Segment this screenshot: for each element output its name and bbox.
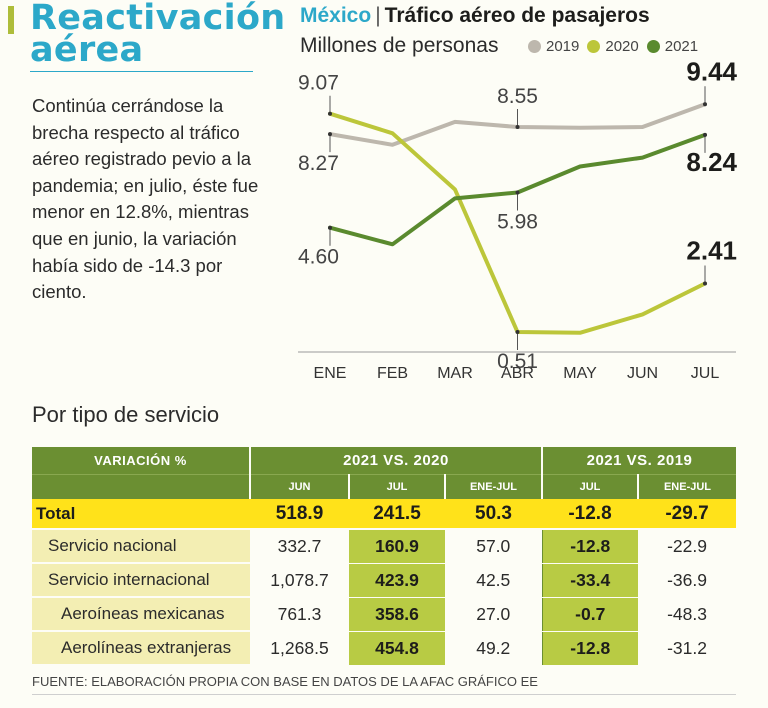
x-tick-label: FEB <box>377 365 408 382</box>
x-tick-label: ENE <box>314 365 347 382</box>
data-point-marker <box>703 102 707 107</box>
x-tick-label: JUL <box>691 365 720 382</box>
legend-dot-2021 <box>646 40 660 53</box>
summary-text: Continúa cerrándose la brecha respecto a… <box>32 95 259 303</box>
headline-rule <box>30 71 253 72</box>
legend-label-2019: 2019 <box>546 38 580 55</box>
chart-header-separator: | <box>375 4 381 27</box>
row-label: Aeroíneas mexicanas <box>32 597 250 632</box>
table-row-total: Total 518.9 241.5 50.3 -12.8 -29.7 <box>32 499 737 530</box>
table-row: Servicio nacional 332.7 160.9 57.0 -12.8… <box>32 529 737 564</box>
headline-accent-bar <box>8 6 14 34</box>
section-title: Por tipo de servicio <box>32 402 220 427</box>
data-point-marker <box>515 190 520 195</box>
table-cell: -33.4 <box>542 563 638 598</box>
data-label: 8.27 <box>298 152 339 175</box>
data-label: 4.60 <box>298 246 339 269</box>
subheader-jul: JUL <box>349 474 446 499</box>
row-label: Servicio internacional <box>32 563 250 598</box>
chart-title: Tráfico aéreo de pasajeros <box>384 4 650 27</box>
chart-subtitle: Millones de personas <box>300 34 499 57</box>
source-note: FUENTE: ELABORACIÓN PROPIA CON BASE EN D… <box>32 674 538 689</box>
subheader-jul-2019: JUL <box>542 474 639 499</box>
table-cell: -31.2 <box>638 631 737 666</box>
data-label: 5.98 <box>497 211 538 234</box>
data-label: 9.44 <box>686 56 737 86</box>
data-label: 0.51 <box>497 350 538 373</box>
table-cell: -22.9 <box>638 529 737 564</box>
chart-legend: 2019 2020 2021 <box>528 38 706 55</box>
table-cell: 57.0 <box>445 529 543 564</box>
x-tick-label: ABR <box>501 365 534 382</box>
header-variation: VARIACIÓN % <box>32 447 251 475</box>
legend-dot-2019 <box>528 40 541 53</box>
table-cell: 49.2 <box>445 631 543 666</box>
table-cell: -0.7 <box>542 597 638 632</box>
table-cell: -29.7 <box>638 499 737 530</box>
x-tick-label: MAY <box>563 365 597 382</box>
table-cell: 1,268.5 <box>250 631 349 666</box>
header-blank <box>32 474 251 499</box>
x-tick-label: MAR <box>437 365 473 382</box>
chart-country: México <box>300 4 372 27</box>
service-table: VARIACIÓN % 2021 vs. 2020 2021 vs. 2019 … <box>32 447 737 666</box>
table-cell: -48.3 <box>638 597 737 632</box>
table-cell: -12.8 <box>542 499 638 530</box>
legend-dot-2020 <box>587 40 601 53</box>
header-group-2021-vs-2020: 2021 vs. 2020 <box>250 447 543 475</box>
legend-item-2021: 2021 <box>646 38 699 55</box>
chart-header: México | Tráfico aéreo de pasajeros <box>300 4 650 28</box>
table-cell: 332.7 <box>250 529 349 564</box>
data-point-marker <box>703 281 707 286</box>
data-label: 9.07 <box>298 72 339 95</box>
data-label: 8.55 <box>497 85 538 108</box>
subheader-ene-jul-2019: ENE-JUL <box>638 474 737 499</box>
row-label: Total <box>32 499 250 530</box>
data-label: 2.41 <box>686 236 737 266</box>
subheader-jun: JUN <box>250 474 350 499</box>
data-point-marker <box>515 329 520 334</box>
headline: Reactivación aérea <box>30 0 286 70</box>
legend-item-2020: 2020 <box>587 38 639 55</box>
legend-label-2020: 2020 <box>605 38 639 55</box>
table-cell: 518.9 <box>250 499 349 530</box>
data-point-marker <box>328 225 332 230</box>
data-point-marker <box>328 132 332 137</box>
table-cell: -12.8 <box>542 529 638 564</box>
table-cell: -12.8 <box>542 631 638 666</box>
bottom-rule <box>32 694 736 695</box>
table-row: Aeroíneas mexicanas 761.3 358.6 27.0 -0.… <box>32 597 737 632</box>
table-cell: 50.3 <box>445 499 542 530</box>
table-row: Servicio internacional 1,078.7 423.9 42.… <box>32 563 737 598</box>
subheader-ene-jul: ENE-JUL <box>445 474 543 499</box>
table-cell: 42.5 <box>445 563 543 598</box>
row-label: Servicio nacional <box>32 529 250 564</box>
table-cell: 160.9 <box>349 529 445 564</box>
table-cell: 423.9 <box>349 563 445 598</box>
table-cell: 454.8 <box>349 631 445 666</box>
table-row: Aerolíneas extranjeras 1,268.5 454.8 49.… <box>32 631 737 666</box>
data-point-marker <box>703 132 707 137</box>
legend-label-2021: 2021 <box>664 38 699 55</box>
data-label: 8.24 <box>686 147 737 177</box>
table-cell: 241.5 <box>349 499 445 530</box>
table-cell: 1,078.7 <box>250 563 349 598</box>
data-point-marker <box>515 124 520 129</box>
table-cell: 27.0 <box>445 597 543 632</box>
legend-item-2019: 2019 <box>528 38 579 55</box>
table-cell: 761.3 <box>250 597 349 632</box>
table-cell: 358.6 <box>349 597 445 632</box>
header-group-2021-vs-2019: 2021 vs. 2019 <box>542 447 737 475</box>
table-cell: -36.9 <box>638 563 737 598</box>
x-tick-label: JUN <box>627 365 658 382</box>
line-chart: ENE FEB MAR ABR MAY JUN JUL 9.07 8.27 4.60 8.55 5.9… <box>298 56 738 382</box>
data-point-marker <box>328 111 332 116</box>
row-label: Aerolíneas extranjeras <box>32 631 250 666</box>
